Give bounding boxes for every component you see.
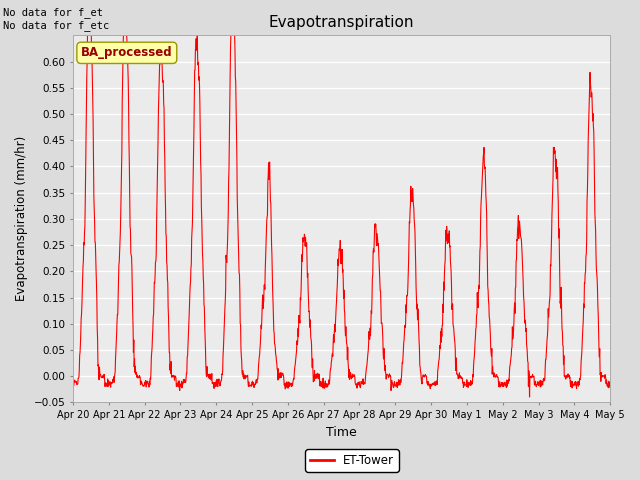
- Y-axis label: Evapotranspiration (mm/hr): Evapotranspiration (mm/hr): [15, 136, 28, 301]
- Legend: ET-Tower: ET-Tower: [305, 449, 399, 472]
- Title: Evapotranspiration: Evapotranspiration: [269, 15, 414, 30]
- Text: No data for f_et
No data for f_etc: No data for f_et No data for f_etc: [3, 7, 109, 31]
- X-axis label: Time: Time: [326, 426, 357, 439]
- Text: BA_processed: BA_processed: [81, 47, 173, 60]
